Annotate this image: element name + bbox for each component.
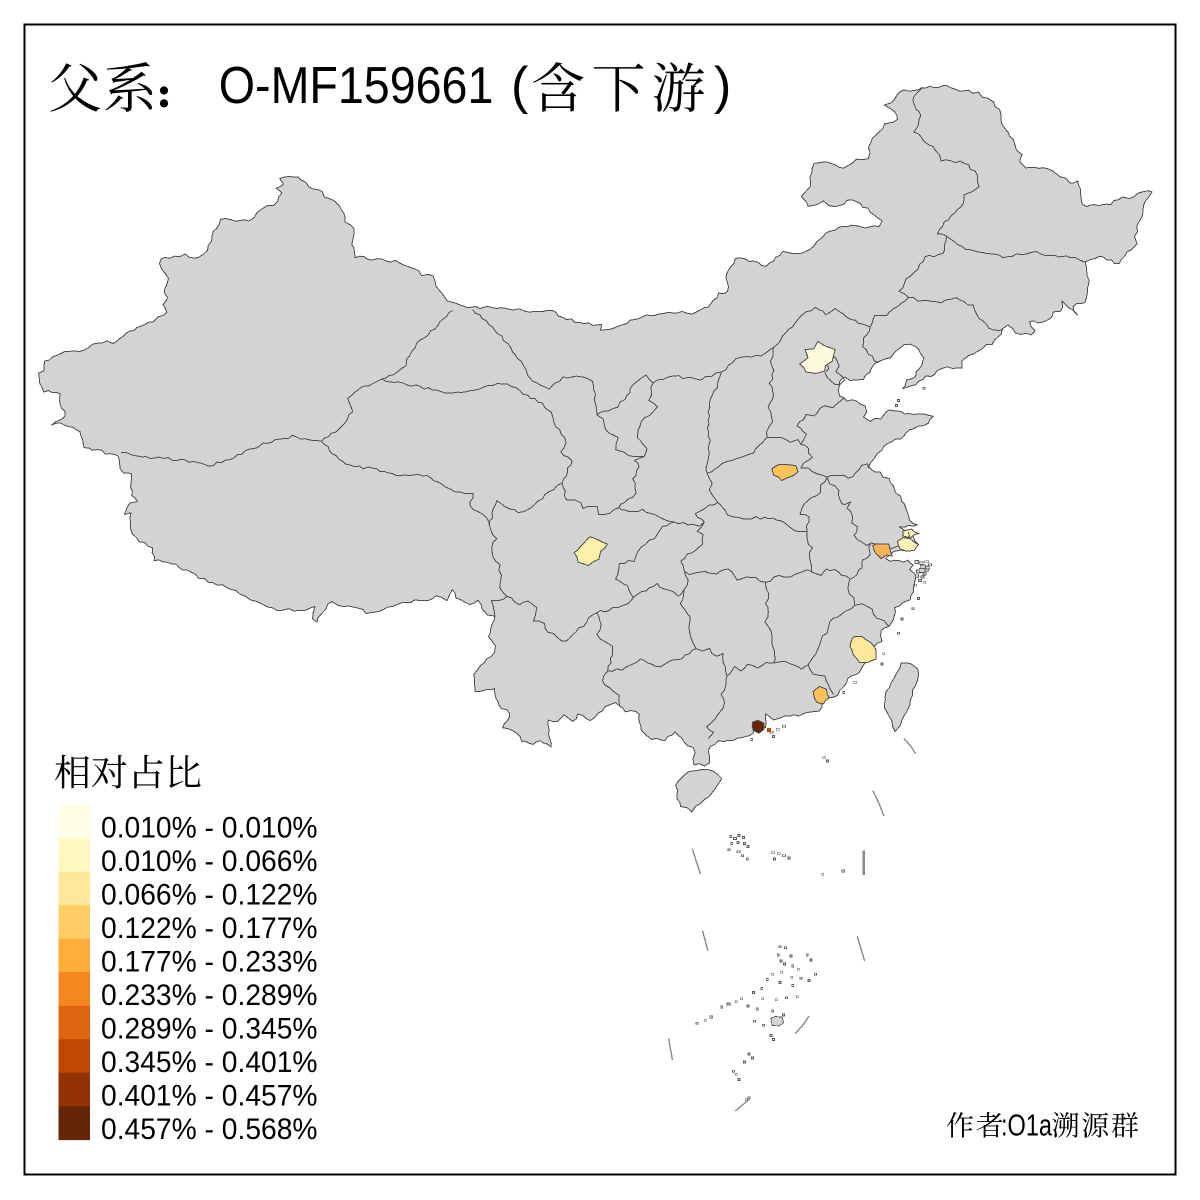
svg-text:0.289% - 0.345%: 0.289% - 0.345% (101, 1012, 318, 1045)
svg-text:0.401% - 0.457%: 0.401% - 0.457% (101, 1079, 318, 1112)
svg-text:O-MF159661: O-MF159661 (219, 57, 494, 115)
svg-text:0.177% - 0.233%: 0.177% - 0.233% (101, 945, 318, 978)
svg-text::O1a: :O1a (1001, 1109, 1052, 1143)
svg-text:0.122% - 0.177%: 0.122% - 0.177% (101, 912, 318, 945)
svg-text:0.233% - 0.289%: 0.233% - 0.289% (101, 979, 318, 1012)
svg-text:0.457% - 0.568%: 0.457% - 0.568% (101, 1113, 318, 1146)
svg-text:): ) (714, 57, 731, 115)
svg-text:0.066% - 0.122%: 0.066% - 0.122% (101, 878, 318, 911)
svg-text:(: ( (511, 57, 529, 115)
svg-text:0.010% - 0.010%: 0.010% - 0.010% (101, 811, 318, 844)
svg-text:0.010% - 0.066%: 0.010% - 0.066% (101, 845, 318, 878)
svg-text:0.345% - 0.401%: 0.345% - 0.401% (101, 1046, 318, 1079)
